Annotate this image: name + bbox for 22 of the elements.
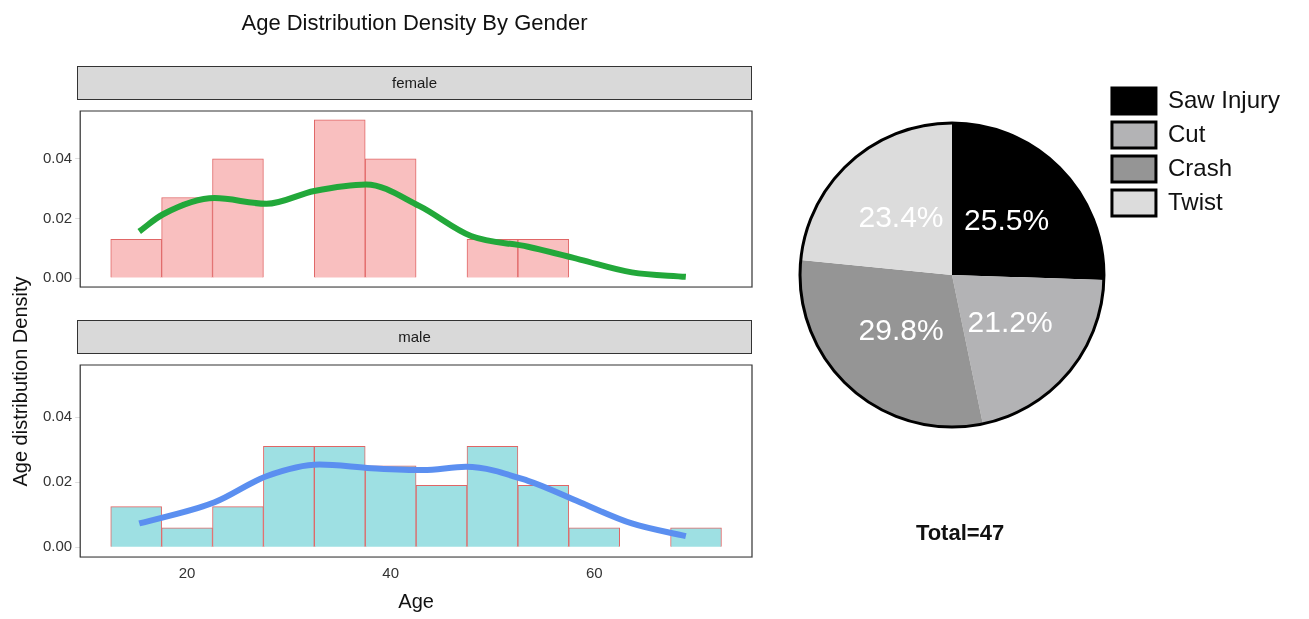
data-label: 25.5% [964, 203, 1050, 237]
data-label: 21.2% [967, 305, 1053, 339]
data-label: 29.8% [858, 312, 944, 346]
y-tick-label: 0.00 [42, 268, 73, 286]
y-tick-label: 0.00 [42, 537, 73, 555]
y-tick-label: 0.02 [42, 472, 73, 490]
chart-subtitle: female [77, 66, 752, 100]
chart-title: Age Distribution Density By Gender [240, 10, 589, 36]
text: Total=47 [914, 520, 1006, 546]
x-tick-label: 60 [585, 564, 603, 582]
x-tick-label: 20 [178, 564, 196, 582]
legend-label: Crash [1167, 153, 1232, 181]
legend-label: Twist [1167, 187, 1223, 215]
y-tick-label: 0.02 [42, 208, 73, 226]
y-axis-title: Age distribution Density [8, 275, 32, 489]
y-tick-label: 0.04 [42, 407, 73, 425]
legend-label: Cut [1167, 119, 1206, 147]
legend-label: Saw Injury [1167, 85, 1280, 113]
chart-subtitle: male [77, 320, 752, 354]
y-tick-label: 0.04 [42, 148, 73, 166]
x-tick-label: 40 [382, 564, 399, 582]
x-axis-title: Age [398, 589, 434, 612]
